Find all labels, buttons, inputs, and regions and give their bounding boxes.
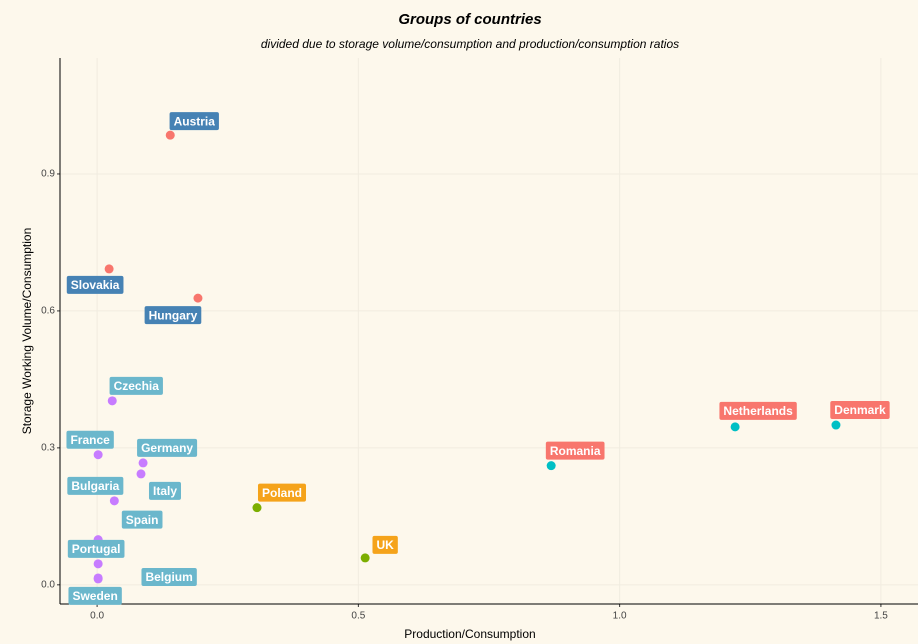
label-text: Germany (141, 441, 193, 455)
point-label: Austria (169, 112, 219, 131)
label-box (148, 481, 182, 500)
point-label: France (66, 430, 114, 449)
point (546, 461, 556, 471)
point (136, 469, 146, 479)
point-label: UK (372, 535, 398, 554)
label-text: Romania (550, 444, 601, 458)
label-box (830, 401, 890, 420)
point (93, 450, 103, 460)
label-text: Belgium (145, 570, 192, 584)
point (104, 264, 114, 274)
label-text: France (70, 433, 110, 447)
label-text: Czechia (114, 379, 160, 393)
point (360, 553, 370, 563)
point-label: Bulgaria (67, 476, 124, 495)
label-box (719, 401, 797, 420)
point-label: Poland (257, 483, 307, 502)
point-label: Denmark (830, 401, 890, 420)
label-box (67, 476, 124, 495)
point (109, 496, 119, 506)
y-tick-label: 0.3 (41, 443, 55, 454)
point (193, 293, 203, 303)
y-tick-label: 0.0 (41, 579, 55, 590)
label-box (169, 112, 219, 131)
label-box (66, 430, 114, 449)
label-text: Austria (174, 114, 216, 128)
label-text: Hungary (149, 308, 198, 322)
x-tick-label: 1.0 (613, 611, 627, 622)
label-text: Sweden (72, 589, 117, 603)
label-box (68, 586, 122, 605)
y-axis-title: Storage Working Volume/Consumption (20, 228, 34, 435)
label-box (66, 275, 124, 294)
label-box (67, 539, 125, 558)
point (93, 559, 103, 569)
label-box (144, 306, 202, 325)
point-label: Belgium (141, 567, 197, 586)
y-tick-label: 0.9 (41, 169, 55, 180)
point (93, 574, 103, 584)
point (831, 420, 841, 430)
point (165, 130, 175, 140)
label-box (372, 535, 398, 554)
x-axis-title: Production/Consumption (404, 627, 535, 641)
point-label: Hungary (144, 306, 202, 325)
point (730, 422, 740, 432)
label-text: Portugal (72, 542, 121, 556)
label-text: Denmark (834, 403, 886, 417)
label-box (109, 376, 163, 395)
point-label: Portugal (67, 539, 125, 558)
label-text: Netherlands (723, 404, 793, 418)
chart-subtitle: divided due to storage volume/consumptio… (261, 37, 679, 51)
point-label: Spain (121, 510, 163, 529)
label-text: Bulgaria (71, 479, 119, 493)
label-box (137, 438, 198, 457)
point-label: Netherlands (719, 401, 797, 420)
label-text: UK (376, 538, 394, 552)
point-label: Italy (148, 481, 182, 500)
y-tick-label: 0.6 (41, 306, 55, 317)
label-text: Slovakia (71, 278, 120, 292)
point-label: Sweden (68, 586, 122, 605)
label-text: Italy (153, 484, 177, 498)
label-box (141, 567, 197, 586)
point-label: Slovakia (66, 275, 124, 294)
chart-title: Groups of countries (398, 11, 541, 28)
x-tick-label: 0.5 (351, 611, 365, 622)
point-label: Czechia (109, 376, 163, 395)
label-text: Poland (262, 486, 302, 500)
label-box (121, 510, 163, 529)
x-tick-label: 0.0 (90, 611, 104, 622)
point (252, 503, 262, 513)
x-tick-label: 1.5 (874, 611, 888, 622)
point (138, 458, 148, 468)
point-label: Germany (137, 438, 198, 457)
point (107, 396, 117, 406)
label-box (545, 441, 605, 460)
label-box (257, 483, 307, 502)
point-label: Romania (545, 441, 605, 460)
label-text: Spain (126, 513, 159, 527)
